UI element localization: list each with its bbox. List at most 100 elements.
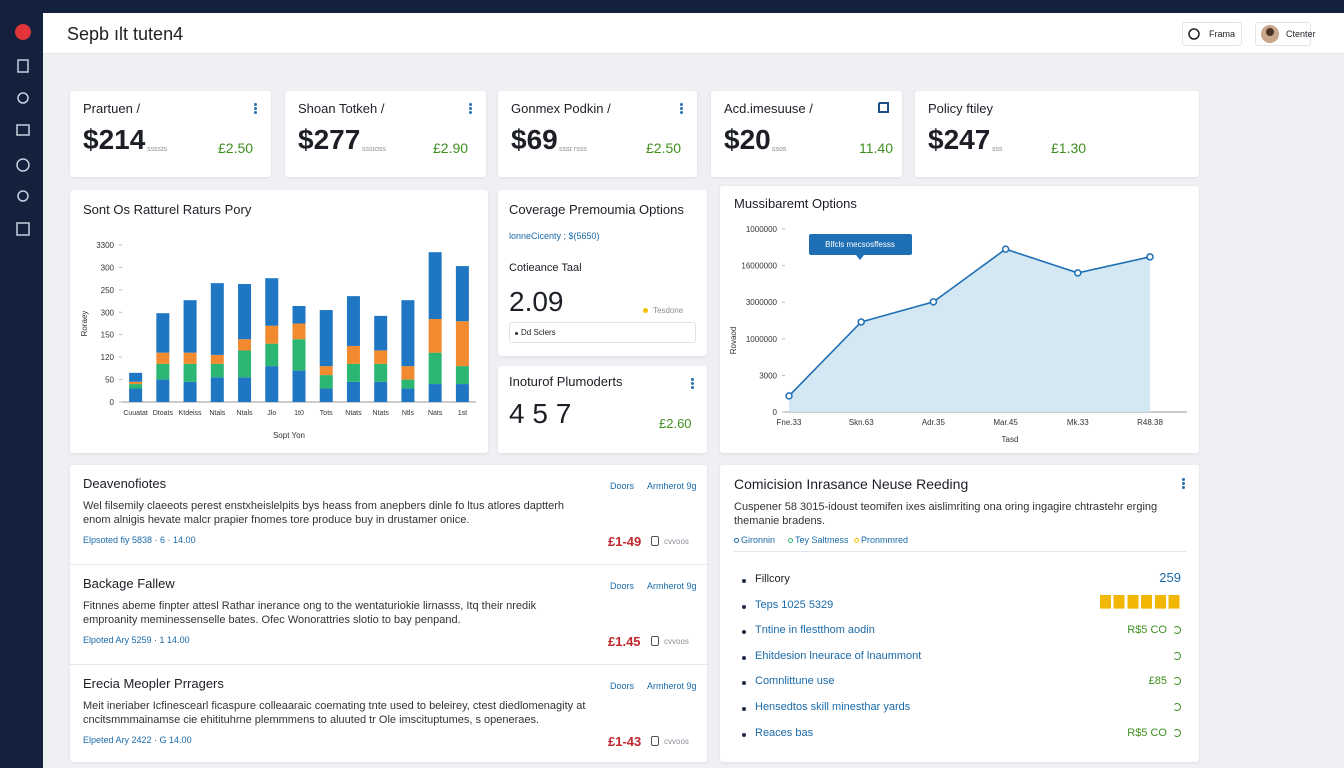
y-tick-label: 0 — [773, 408, 778, 417]
button-icon — [1188, 28, 1200, 40]
listing-price: £1.45 — [608, 634, 641, 649]
x-tick-label: Ntls — [402, 410, 415, 417]
header-button[interactable]: Frama — [1182, 22, 1242, 46]
x-tick-label: Adr.35 — [922, 418, 946, 427]
nav-icon[interactable] — [17, 92, 29, 104]
news-tag[interactable]: Gironnin — [741, 535, 776, 545]
x-axis-label: Tasd — [1002, 435, 1019, 444]
kpi-sub: sssɪoss — [362, 146, 386, 153]
bar-segment — [238, 339, 252, 351]
kpi-card: Policy ftiley $247 sss £1.30 — [915, 91, 1199, 177]
kpi-change: £1.30 — [1051, 140, 1087, 156]
news-item[interactable]: Fillcory — [755, 573, 790, 585]
bar-segment — [374, 315, 388, 351]
listing-link[interactable]: Armherot 9g — [647, 681, 697, 691]
card-menu[interactable] — [254, 107, 257, 110]
listing-link[interactable]: Doors — [610, 581, 635, 591]
tag-dot — [734, 538, 739, 543]
kpi-title: Policy ftiley — [928, 101, 994, 116]
kpi-sub: ssssɪs — [147, 146, 167, 153]
bar-segment — [265, 366, 279, 402]
nav-icon[interactable] — [17, 190, 29, 202]
bar-segment — [428, 319, 442, 353]
listing-link[interactable]: Doors — [610, 481, 635, 491]
listing-meta: Elpoted Ary 5259 · 1 14.00 — [83, 635, 190, 645]
listing-meta: Elpeted Ary 2422 · G 14.00 — [83, 735, 192, 745]
x-tick-label: Fne.33 — [777, 418, 802, 427]
coverage-note: Tesdone — [653, 306, 684, 315]
kpi-value: $247 — [928, 124, 991, 155]
news-item[interactable]: Tntine in flestthom aodin — [755, 624, 875, 637]
listing-meta: Elpsoted fiy 5838 · 6 · 14.00 — [83, 535, 196, 545]
listing-item: Backage Fallew Fitnnes abeme finpter atte… — [70, 564, 707, 665]
card-menu[interactable] — [680, 107, 683, 110]
news-tag[interactable]: Pronmmred — [861, 535, 909, 545]
bar-segment — [401, 388, 415, 402]
bullet — [742, 707, 746, 711]
tag-dot — [854, 538, 859, 543]
kpi-change: £2.90 — [433, 140, 469, 156]
kpi-card: Gonmex Podkin / $69 sssɪ rsss £2.50 — [498, 91, 697, 177]
bar-segment — [455, 384, 469, 402]
tag-icon — [651, 636, 659, 646]
nav-icon[interactable] — [16, 158, 30, 172]
card-menu[interactable] — [691, 382, 694, 385]
user-menu[interactable]: Ctenter — [1255, 22, 1316, 46]
listing-link[interactable]: Armherot 9g — [647, 581, 697, 591]
bullet — [742, 732, 746, 737]
kpi-title: Prartuen / — [83, 101, 141, 116]
bar-segment — [401, 379, 415, 389]
news-item[interactable]: Ehitdesion lneurace of lnaummont — [755, 649, 922, 662]
bar-segment — [455, 321, 469, 367]
coverage-card: Coverage Premoumia Options lonneCicenty … — [498, 190, 707, 356]
listing-title: Backage Fallew — [83, 576, 175, 591]
x-tick-label: Ntals — [237, 410, 253, 417]
bar-segment — [129, 388, 143, 402]
tag-icon — [651, 736, 659, 746]
tag-icon — [651, 536, 659, 546]
x-tick-label: Nats — [428, 410, 443, 417]
card-menu[interactable] — [1182, 482, 1185, 485]
y-tick-label: 120 — [101, 353, 115, 362]
news-card: Comicision Inrasance Neuse Reeding Cuspe… — [720, 465, 1199, 762]
coverage-input[interactable]: Dd Sclers — [509, 322, 696, 343]
home-icon[interactable] — [878, 102, 889, 113]
bullet — [742, 630, 746, 635]
nav-icon[interactable] — [17, 59, 29, 73]
kpi-title: Shoan Totkeh / — [298, 101, 385, 116]
bar-segment — [129, 384, 143, 389]
news-value: £85 — [1148, 675, 1167, 688]
news-value: R$5 CO — [1127, 624, 1167, 637]
news-item[interactable]: Comnlittune use — [755, 675, 835, 688]
nav-icon[interactable] — [16, 222, 30, 236]
nav-icon[interactable] — [16, 124, 30, 136]
coverage-link[interactable]: lonneCicenty ; $(5650) — [509, 231, 600, 241]
card-title: Comicision Inrasance Neuse Reeding — [734, 476, 969, 492]
kpi-value: $20 — [724, 124, 771, 155]
divider — [734, 551, 1186, 552]
listing-tag: cvvoos — [664, 637, 689, 646]
divider — [70, 564, 707, 565]
bullet — [742, 655, 746, 660]
listing-link[interactable]: Armherot 9g — [647, 481, 697, 491]
bar-segment — [265, 278, 279, 326]
bar-chart: 0 50 120 150 300 250 300 3300 Cuuatat Dtoats Ktdei… — [80, 241, 476, 440]
listing-title: Erecia Meopler Prragers — [83, 676, 224, 691]
bar-segment — [319, 310, 333, 367]
bar-segment — [346, 381, 360, 402]
point — [1146, 253, 1154, 261]
logo[interactable] — [15, 24, 31, 40]
x-tick-label: Dtoats — [153, 410, 174, 417]
listing-link[interactable]: Doors — [610, 681, 635, 691]
y-axis-label: Rovaod — [729, 327, 738, 355]
point — [785, 392, 793, 400]
news-item[interactable]: Hensedtos skill minesthar yards — [755, 701, 911, 713]
listings-card: Deavenofiotes Wel filsemily claeeots pere… — [70, 465, 707, 762]
news-item[interactable]: Reaces bas — [755, 726, 814, 739]
news-tag[interactable]: Tey Saltmess — [795, 535, 849, 545]
news-item[interactable]: Teps 1025 5329 — [755, 598, 834, 611]
card-menu[interactable] — [469, 107, 472, 110]
kpi-change: 11.40 — [859, 140, 893, 156]
y-tick-label: 0 — [110, 398, 115, 407]
bar-segment — [319, 366, 333, 376]
